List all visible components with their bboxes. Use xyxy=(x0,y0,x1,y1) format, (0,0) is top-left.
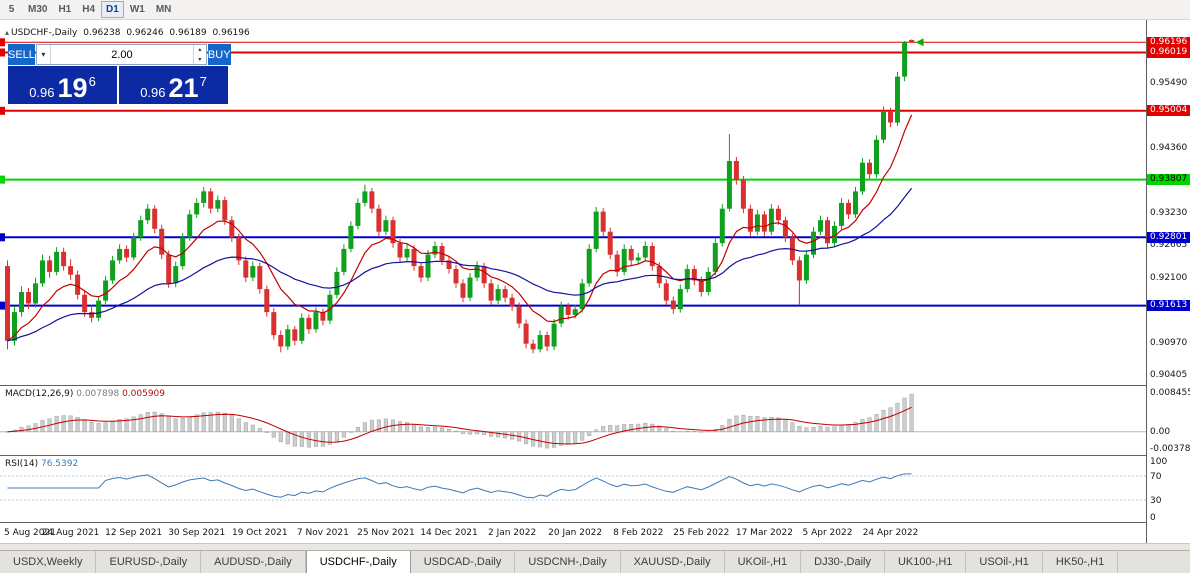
price-axis-label: 0.93230 xyxy=(1150,207,1188,218)
date-axis-label: 24 Apr 2022 xyxy=(862,528,919,538)
volume-input[interactable] xyxy=(50,45,193,64)
buy-price-display[interactable]: 0.96 21 7 xyxy=(119,66,228,104)
ohlc-low: 0.96189 xyxy=(169,28,207,38)
price-chart-panel[interactable]: ▴ USDCHF-,Daily 0.96238 0.96246 0.96189 0… xyxy=(0,20,1146,386)
date-axis-label: 7 Nov 2021 xyxy=(296,528,349,538)
collapse-arrow-icon[interactable]: ▴ xyxy=(5,28,10,37)
date-axis-label: 5 Aug 2021 xyxy=(4,528,56,538)
sell-price-pips: 19 xyxy=(57,73,88,104)
timeframe-button-h1[interactable]: H1 xyxy=(58,4,72,15)
volume-spinner: ▴ ▾ xyxy=(192,45,206,64)
chart-tab[interactable]: UKOil-,H1 xyxy=(725,551,802,573)
chart-window: ▴ USDCHF-,Daily 0.96238 0.96246 0.96189 0… xyxy=(0,20,1190,543)
volume-decrease-icon[interactable]: ▾ xyxy=(198,56,202,63)
ohlc-close: 0.96196 xyxy=(212,28,250,38)
chart-tab[interactable]: USDCHF-,Daily xyxy=(305,551,411,573)
rsi-chart[interactable] xyxy=(0,456,1146,522)
price-axis-label: 0.92665 xyxy=(1150,240,1188,251)
price-marker: 0.95004 xyxy=(1147,105,1190,117)
sell-price-pipette: 6 xyxy=(88,74,96,89)
date-axis-label: 12 Sep 2021 xyxy=(105,528,163,538)
chart-tab[interactable]: AUDUSD-,Daily xyxy=(201,551,306,573)
ohlc-open: 0.96238 xyxy=(83,28,121,38)
timeframe-toolbar: 5 M30 H1 H4 D1 W1 MN xyxy=(0,0,1190,20)
date-axis-label: 2 Jan 2022 xyxy=(487,528,537,538)
sell-price-base: 0.96 xyxy=(29,84,55,100)
date-axis-label: 5 Apr 2022 xyxy=(802,528,853,538)
date-axis-label: 14 Dec 2021 xyxy=(420,528,478,538)
timeframe-button-d1[interactable]: D1 xyxy=(101,1,124,18)
date-axis[interactable]: 5 Aug 2021 24 Aug 2021 12 Sep 2021 30 Sep 2… xyxy=(0,523,1146,543)
buy-button[interactable]: BUY xyxy=(207,44,231,65)
timeframe-button-mn[interactable]: MN xyxy=(155,4,172,15)
price-axis-label: 0.90405 xyxy=(1150,369,1188,380)
price-marker: 0.93807 xyxy=(1147,174,1190,186)
timeframe-button-w1[interactable]: W1 xyxy=(129,4,145,15)
chart-tab[interactable]: DJ30-,Daily xyxy=(801,551,885,573)
date-axis-label: 24 Aug 2021 xyxy=(41,528,100,538)
sell-button[interactable]: SELL xyxy=(8,44,35,65)
chart-tab[interactable]: USDCAD-,Daily xyxy=(411,551,516,573)
price-axis-label: 0.95490 xyxy=(1150,77,1188,88)
chart-tab[interactable]: EURUSD-,Daily xyxy=(96,551,202,573)
buy-price-pipette: 7 xyxy=(199,74,207,89)
macd-axis-label: -0.003784 xyxy=(1150,444,1190,455)
ohlc-high: 0.96246 xyxy=(126,28,164,38)
date-axis-label: 30 Sep 2021 xyxy=(168,528,226,538)
date-axis-label: 17 Mar 2022 xyxy=(735,528,793,538)
chart-tab[interactable]: USOil-,H1 xyxy=(966,551,1043,573)
chart-tab[interactable]: UK100-,H1 xyxy=(885,551,967,573)
buy-price-base: 0.96 xyxy=(140,84,166,100)
date-axis-label: 25 Feb 2022 xyxy=(673,528,730,538)
symbol-ohlc-header: ▴ USDCHF-,Daily 0.96238 0.96246 0.96189 0… xyxy=(5,28,253,38)
rsi-axis-label: 70 xyxy=(1150,472,1162,482)
chart-tab[interactable]: USDCNH-,Daily xyxy=(515,551,621,573)
rsi-label: RSI(14) 76.5392 xyxy=(5,459,79,469)
timeframe-button-5[interactable]: 5 xyxy=(8,4,15,15)
rsi-axis-label: 30 xyxy=(1150,496,1162,506)
candlestick-chart[interactable] xyxy=(0,20,1146,385)
volume-dropdown-icon[interactable]: ▾ xyxy=(37,45,51,64)
price-axis-label: 0.92100 xyxy=(1150,272,1188,283)
window-splitter[interactable] xyxy=(0,543,1190,550)
chart-tab[interactable]: HK50-,H1 xyxy=(1043,551,1119,573)
price-axis-label: 0.94360 xyxy=(1150,142,1188,153)
macd-indicator-panel[interactable]: MACD(12,26,9) 0.007898 0.005909 xyxy=(0,386,1146,456)
date-axis-label: 19 Oct 2021 xyxy=(231,528,288,538)
date-axis-label: 20 Jan 2022 xyxy=(548,528,603,538)
price-axis-label: 0.90970 xyxy=(1150,337,1188,348)
macd-label: MACD(12,26,9) 0.007898 0.005909 xyxy=(5,389,166,399)
date-axis-label: 8 Feb 2022 xyxy=(613,528,664,538)
rsi-indicator-panel[interactable]: RSI(14) 76.5392 xyxy=(0,456,1146,523)
timeframe-button-h4[interactable]: H4 xyxy=(82,4,96,15)
macd-axis-label: 0.008455 xyxy=(1150,387,1190,398)
price-marker: 0.96019 xyxy=(1147,47,1190,58)
sell-price-display[interactable]: 0.96 19 6 xyxy=(8,66,117,104)
macd-main-value: 0.007898 xyxy=(76,389,120,399)
chart-symbol-title: USDCHF-,Daily xyxy=(11,28,78,38)
price-axis[interactable]: 0.95490 0.94360 0.93230 0.92665 0.92100 0.909… xyxy=(1146,20,1190,543)
chart-tab[interactable]: XAUUSD-,Daily xyxy=(621,551,725,573)
price-marker: 0.96196 xyxy=(1147,36,1190,48)
volume-increase-icon[interactable]: ▴ xyxy=(198,47,202,54)
price-marker: 0.92801 xyxy=(1147,231,1190,243)
chart-tab-bar: USDX,Weekly EURUSD-,Daily AUDUSD-,Daily USD… xyxy=(0,550,1190,573)
chart-tab[interactable]: USDX,Weekly xyxy=(0,551,97,573)
macd-signal-value: 0.005909 xyxy=(122,389,166,399)
macd-axis-label: 0.00 xyxy=(1150,426,1171,437)
rsi-axis-label: 100 xyxy=(1150,457,1168,467)
macd-chart[interactable] xyxy=(0,386,1146,455)
timeframe-button-m30[interactable]: M30 xyxy=(28,4,48,15)
price-marker: 0.91613 xyxy=(1147,300,1190,312)
rsi-value: 76.5392 xyxy=(40,459,79,469)
volume-control: ▾ ▴ ▾ xyxy=(35,44,207,65)
one-click-trading-panel: SELL ▾ ▴ ▾ BUY 0.96 19 6 xyxy=(8,44,231,104)
rsi-axis-label: 0 xyxy=(1150,513,1156,523)
buy-price-pips: 21 xyxy=(168,73,199,104)
date-axis-label: 25 Nov 2021 xyxy=(357,528,415,538)
